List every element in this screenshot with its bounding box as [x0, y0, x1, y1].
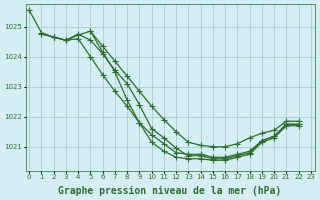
X-axis label: Graphe pression niveau de la mer (hPa): Graphe pression niveau de la mer (hPa): [59, 186, 282, 196]
